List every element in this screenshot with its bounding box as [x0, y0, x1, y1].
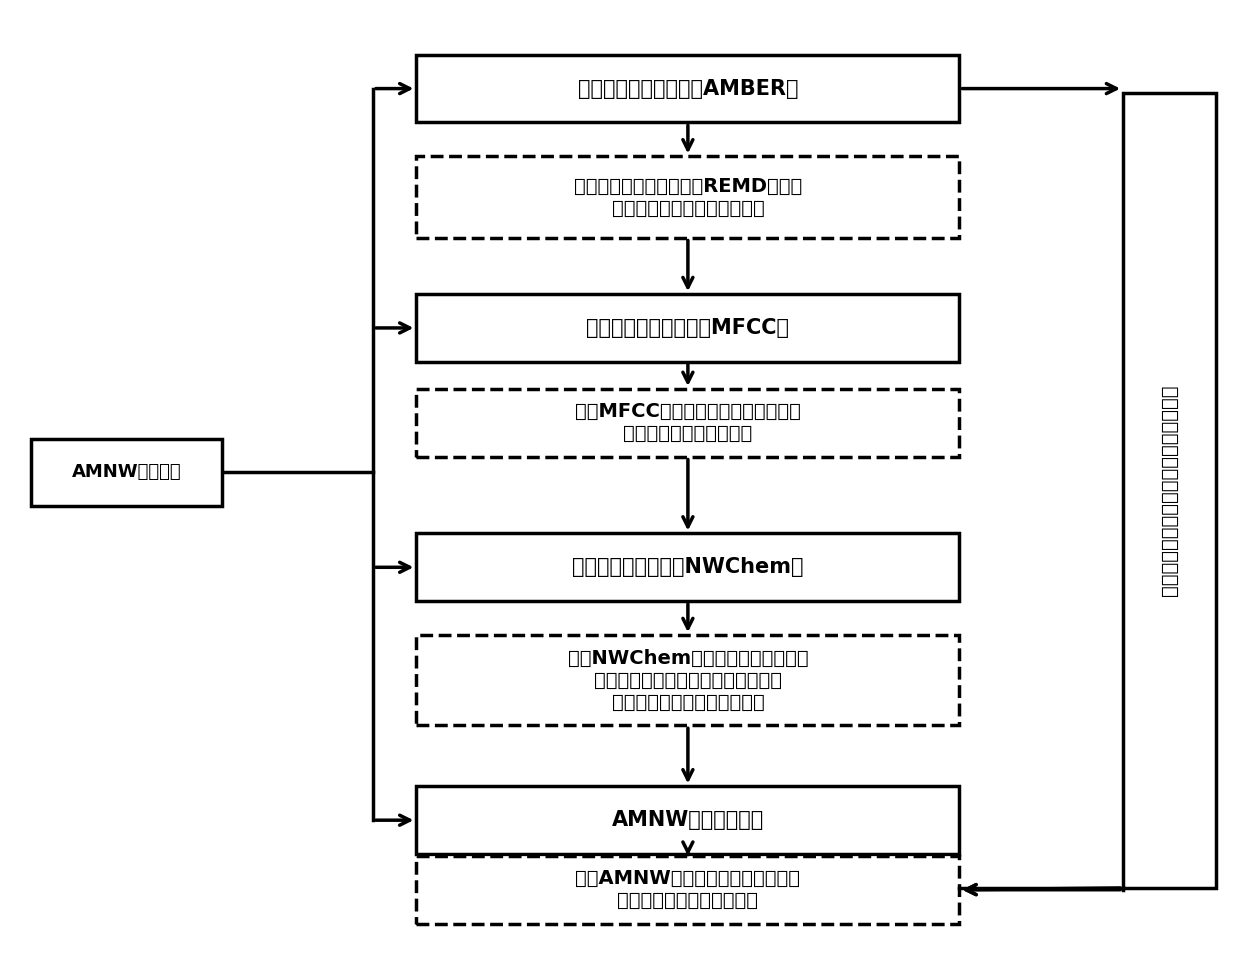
Text: 更新的分子力场用于新的分子动力学模拟: 更新的分子力场用于新的分子动力学模拟 [1159, 385, 1179, 596]
Text: 使用副本互换增强取样（REMD），获
取具有各种构象的蛋白质结构: 使用副本互换增强取样（REMD），获 取具有各种构象的蛋白质结构 [574, 177, 802, 218]
FancyBboxPatch shape [417, 54, 960, 122]
FancyBboxPatch shape [417, 635, 960, 725]
FancyBboxPatch shape [417, 856, 960, 923]
FancyBboxPatch shape [417, 786, 960, 854]
Text: 使用MFCC方法将整个蛋白质结构分解
成带有共轭帽的分子碎片: 使用MFCC方法将整个蛋白质结构分解 成带有共轭帽的分子碎片 [575, 402, 801, 443]
FancyBboxPatch shape [417, 156, 960, 237]
Text: 分子动力学模拟软件（AMBER）: 分子动力学模拟软件（AMBER） [578, 79, 799, 98]
FancyBboxPatch shape [417, 389, 960, 457]
FancyBboxPatch shape [417, 534, 960, 601]
Text: 使用NWChem软件对每个带有共轭帽
的分子碎片进行量化计算，分别拟合
出分子碎片中每个原子的电荷: 使用NWChem软件对每个带有共轭帽 的分子碎片进行量化计算，分别拟合 出分子碎… [568, 648, 808, 712]
Text: AMNW电荷更新软件: AMNW电荷更新软件 [611, 811, 764, 830]
FancyBboxPatch shape [1123, 93, 1215, 888]
Text: 分子碎片共轭帽软件（MFCC）: 分子碎片共轭帽软件（MFCC） [587, 318, 790, 338]
FancyBboxPatch shape [31, 438, 222, 506]
Text: 量子力学计算软件（NWChem）: 量子力学计算软件（NWChem） [572, 557, 804, 577]
Text: 使用AMNW软件平台中的电荷更新软
件更新旧分子力场中的电荷: 使用AMNW软件平台中的电荷更新软 件更新旧分子力场中的电荷 [575, 869, 800, 910]
FancyBboxPatch shape [417, 295, 960, 362]
Text: AMNW软件平台: AMNW软件平台 [72, 464, 181, 481]
